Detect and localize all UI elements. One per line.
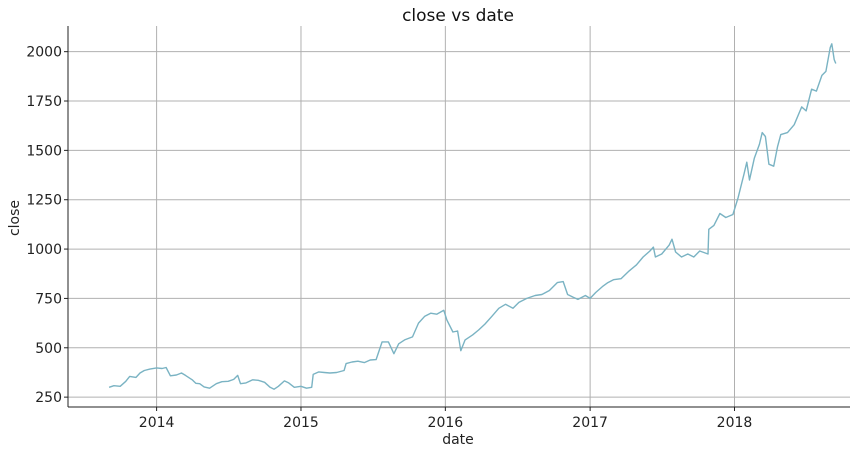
x-tick-label: 2015 — [283, 415, 319, 431]
series-layer — [108, 43, 837, 390]
grid-lines — [68, 26, 850, 407]
y-tick-label: 250 — [35, 390, 62, 406]
y-axis: 250 500 750 1000 1250 1500 1750 2000 — [26, 45, 68, 406]
x-axis: 2014 2015 2016 2017 2018 — [139, 407, 753, 431]
x-tick-label: 2014 — [139, 415, 175, 431]
y-tick-label: 750 — [35, 291, 62, 307]
y-tick-label: 1250 — [26, 193, 62, 209]
axes-spines — [67, 26, 850, 408]
x-tick-label: 2018 — [717, 415, 753, 431]
chart-title: close vs date — [402, 6, 514, 26]
y-tick-label: 1000 — [26, 242, 62, 258]
close-series-line — [108, 43, 837, 390]
y-tick-label: 500 — [35, 341, 62, 357]
x-tick-label: 2017 — [572, 415, 608, 431]
x-tick-label: 2016 — [428, 415, 464, 431]
y-axis-label: close — [7, 200, 23, 236]
x-axis-label: date — [442, 432, 474, 448]
y-tick-label: 1750 — [26, 94, 62, 110]
y-tick-label: 1500 — [26, 143, 62, 159]
y-tick-label: 2000 — [26, 45, 62, 61]
